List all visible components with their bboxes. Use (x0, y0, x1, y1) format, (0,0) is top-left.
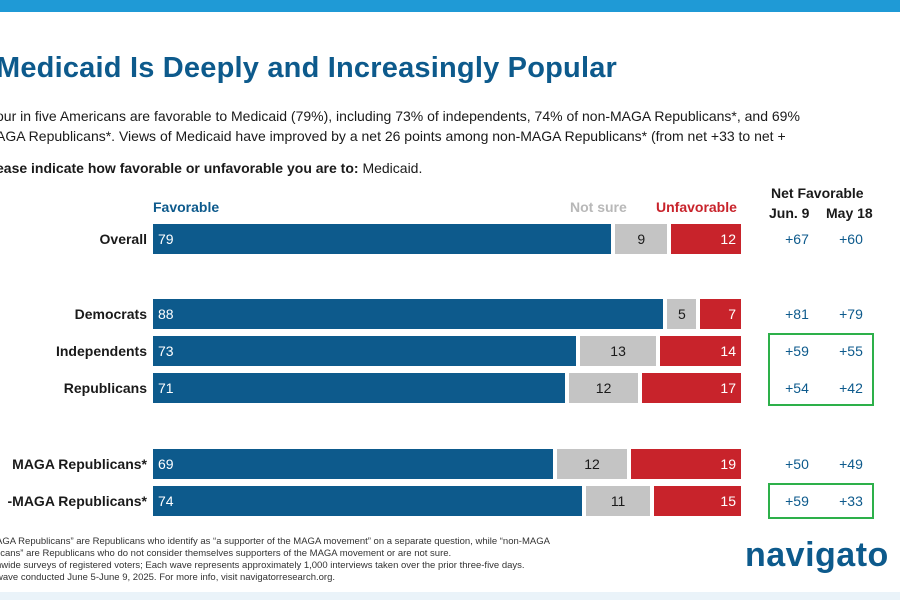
highlight-box (768, 333, 874, 406)
net-may18-value: +42 (839, 380, 863, 396)
bar-favorable: 74 (153, 486, 583, 516)
bar-unfavorable: 19 (630, 449, 741, 479)
question-prompt: ease indicate how favorable or unfavorab… (0, 160, 359, 176)
net-jun9-value: +59 (785, 493, 809, 509)
bar-favorable: 69 (153, 449, 554, 479)
highlight-box (768, 483, 874, 519)
navigator-logo: navigato (745, 536, 889, 574)
net-may18-value: +33 (839, 493, 863, 509)
top-accent-bar (0, 0, 900, 12)
bar-favorable: 73 (153, 336, 577, 366)
bar-favorable: 71 (153, 373, 565, 403)
row-label: Democrats (74, 306, 147, 322)
footnote-line: nwide surveys of registered voters; Each… (0, 560, 525, 571)
bar-unfavorable: 15 (654, 486, 741, 516)
bar-unfavorable: 12 (671, 224, 741, 254)
row-label: -MAGA Republicans* (7, 493, 148, 509)
footnote-line: wave conducted June 5-June 9, 2025. For … (0, 572, 336, 583)
legend-unfavorable: Unfavorable (656, 199, 737, 215)
net-jun9-value: +81 (785, 306, 809, 322)
legend-not-sure: Not sure (570, 199, 627, 215)
subtitle: our in five Americans are favorable to M… (0, 106, 900, 146)
bar-not-sure: 13 (580, 336, 656, 366)
net-jun9-value: +50 (785, 456, 809, 472)
survey-question: ease indicate how favorable or unfavorab… (0, 160, 422, 176)
net-column-jun9: Jun. 9 (769, 205, 810, 221)
subtitle-line: AGA Republicans*. Views of Medicaid have… (0, 128, 786, 144)
net-may18-value: +49 (839, 456, 863, 472)
bar-not-sure: 11 (586, 486, 650, 516)
net-may18-value: +55 (839, 343, 863, 359)
bar-favorable: 79 (153, 224, 612, 254)
footnote-line: licans” are Republicans who do not consi… (0, 548, 452, 559)
row-label: MAGA Republicans* (12, 456, 147, 472)
question-subject: Medicaid. (362, 160, 423, 176)
bar-not-sure: 12 (568, 373, 639, 403)
net-jun9-value: +67 (785, 231, 809, 247)
bar-not-sure: 9 (615, 224, 668, 254)
bar-unfavorable: 7 (700, 299, 741, 329)
row-label: Overall (99, 231, 147, 247)
net-column-may18: May 18 (826, 205, 873, 221)
bottom-accent-bar (0, 592, 900, 600)
bar-favorable: 88 (153, 299, 664, 329)
bar-not-sure: 5 (667, 299, 697, 329)
net-favorable-header: Net Favorable (771, 185, 864, 201)
bar-unfavorable: 17 (642, 373, 741, 403)
bar-unfavorable: 14 (659, 336, 741, 366)
legend-favorable: Favorable (153, 199, 220, 215)
page-title: Medicaid Is Deeply and Increasingly Popu… (0, 52, 618, 84)
footnote-line: AGA Republicans” are Republicans who ide… (0, 536, 550, 547)
bar-not-sure: 12 (557, 449, 627, 479)
row-label: Republicans (63, 380, 147, 396)
net-jun9-value: +54 (785, 380, 809, 396)
net-jun9-value: +59 (785, 343, 809, 359)
subtitle-line: our in five Americans are favorable to M… (0, 108, 800, 124)
net-may18-value: +79 (839, 306, 863, 322)
net-may18-value: +60 (839, 231, 863, 247)
row-label: Independents (55, 343, 147, 359)
footnotes: AGA Republicans” are Republicans who ide… (0, 536, 606, 584)
